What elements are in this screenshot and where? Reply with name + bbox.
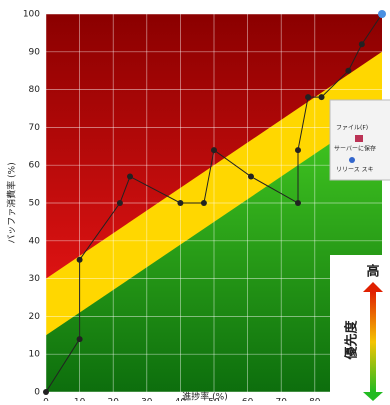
point	[359, 41, 365, 47]
y-tick-label: 40	[29, 236, 41, 246]
release-button[interactable]: リリース スキ	[336, 167, 374, 174]
x-tick-label: 70	[275, 398, 287, 402]
priority-panel: 高 優先度	[330, 255, 390, 401]
priority-high: 高	[366, 264, 379, 280]
point	[127, 174, 133, 180]
point	[319, 94, 325, 100]
point	[43, 389, 49, 395]
arrow-shaft	[370, 292, 376, 392]
x-tick-label: 10	[74, 398, 86, 402]
y-tick-label: 0	[34, 388, 40, 398]
x-tick-label: 0	[43, 398, 49, 402]
y-tick-label: 50	[29, 199, 41, 209]
point	[345, 68, 351, 74]
point	[77, 257, 83, 263]
app-window: ファイル(F) サーバーに保存 リリース スキ	[330, 100, 390, 180]
x-tick-label: 60	[242, 398, 254, 402]
x-tick-label: 30	[141, 398, 153, 402]
point	[211, 147, 217, 153]
y-tick-label: 90	[29, 47, 41, 57]
x-tick-label: 20	[107, 398, 119, 402]
y-tick-label: 10	[29, 350, 41, 360]
point	[77, 336, 83, 342]
point	[295, 147, 301, 153]
priority-label: 優先度	[344, 320, 360, 361]
y-axis-label: バッファ消費率 (%)	[6, 162, 18, 243]
y-tick-label: 80	[29, 85, 41, 95]
point	[201, 200, 207, 206]
y-tick-label: 70	[29, 123, 41, 133]
point	[378, 10, 386, 18]
point	[248, 174, 254, 180]
y-tick-label: 100	[23, 10, 40, 20]
x-axis-label: 進捗率 (%)	[182, 391, 227, 402]
y-tick-label: 20	[29, 312, 41, 322]
save-icon	[355, 135, 363, 142]
save-button[interactable]: サーバーに保存	[334, 145, 376, 153]
y-tick-label: 30	[29, 274, 41, 284]
menu-text[interactable]: ファイル(F)	[336, 125, 368, 132]
release-icon	[349, 157, 355, 163]
point	[117, 200, 123, 206]
point	[177, 200, 183, 206]
x-tick-label: 80	[309, 398, 321, 402]
y-tick-label: 60	[29, 161, 41, 171]
point	[295, 200, 301, 206]
point	[305, 94, 311, 100]
priority-bg	[330, 255, 390, 401]
chart: 010203040506070809010001020304050607080 …	[0, 0, 390, 401]
